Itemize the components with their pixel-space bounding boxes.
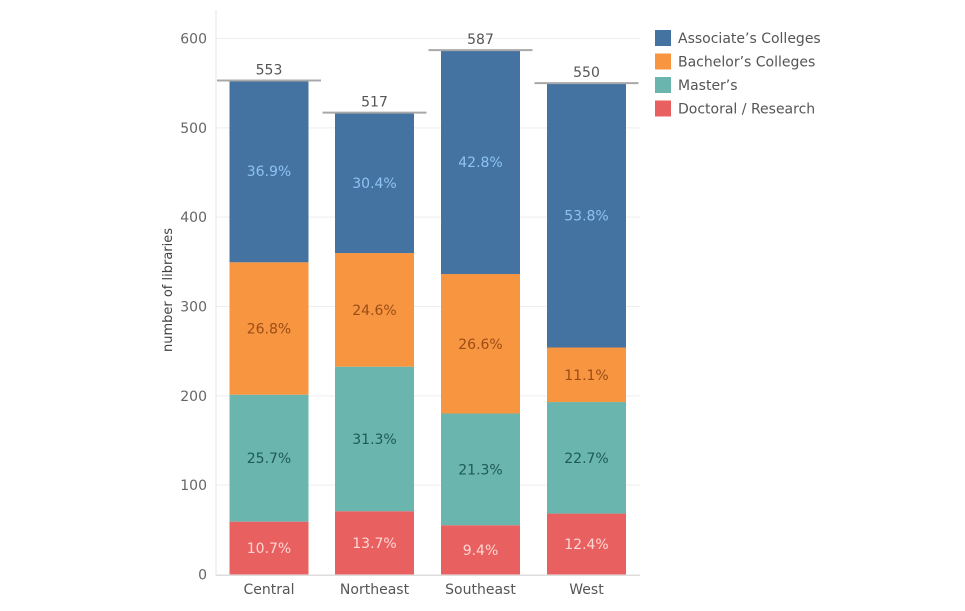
legend-label: Master’s (678, 78, 738, 94)
y-tick-label: 200 (180, 389, 207, 405)
segment-label: 11.1% (564, 368, 608, 384)
total-label: 587 (467, 32, 494, 48)
legend-swatch (655, 100, 671, 117)
bars: 10.7% 25.7% 26.8% 36.9% 553 13.7% 31.3% 24.6% 30… (217, 32, 639, 575)
segment-label: 12.4% (564, 537, 608, 553)
y-tick-label: 100 (180, 478, 207, 494)
y-tick-label: 600 (180, 32, 207, 48)
bar-segment (441, 49, 520, 275)
bar-segment (229, 521, 309, 575)
bar-segment (335, 366, 414, 512)
segment-label: 26.8% (247, 321, 291, 337)
total-label: 550 (573, 65, 600, 81)
legend-swatch (655, 53, 671, 70)
segment-label: 53.8% (564, 208, 608, 224)
x-axis: Central Northeast Southeast West (244, 582, 605, 598)
segment-label: 24.6% (352, 303, 396, 319)
bar-segment (335, 112, 414, 254)
x-tick-label: West (569, 582, 604, 598)
y-tick-label: 500 (180, 121, 207, 137)
y-axis: 0 100 200 300 400 500 600 (180, 10, 640, 584)
segment-label: 21.3% (458, 462, 502, 478)
y-tick-label: 300 (180, 300, 207, 316)
y-tick-label: 400 (180, 210, 207, 226)
legend-label: Associate’s Colleges (678, 31, 821, 47)
bar-segment (441, 274, 520, 414)
legend-swatch (655, 30, 671, 46)
segment-label: 42.8% (458, 155, 502, 171)
x-tick-label: Northeast (340, 582, 410, 598)
legend-swatch (655, 77, 671, 93)
segment-label: 31.3% (352, 432, 396, 448)
bar-segment (547, 513, 626, 575)
segment-label: 25.7% (247, 451, 291, 467)
legend-label: Doctoral / Research (678, 102, 815, 118)
x-tick-label: Southeast (445, 582, 516, 598)
segment-label: 13.7% (352, 536, 396, 552)
legend: Associate’s Colleges Bachelor’s Colleges M… (655, 30, 821, 118)
bar-segment (441, 413, 520, 526)
bar-segment (547, 83, 626, 348)
segment-label: 22.7% (564, 451, 608, 467)
y-tick-label: 0 (198, 568, 207, 584)
total-label: 553 (256, 62, 283, 78)
bar-segment (547, 347, 626, 403)
bar-segment (229, 262, 309, 395)
bar-segment (335, 511, 414, 575)
segment-label: 9.4% (463, 543, 499, 559)
bar-segment (441, 525, 520, 575)
segment-label: 26.6% (458, 337, 502, 353)
y-axis-label: number of libraries (161, 228, 176, 352)
segment-label: 30.4% (352, 176, 396, 192)
segment-label: 10.7% (247, 541, 291, 557)
x-tick-label: Central (244, 582, 295, 598)
bar-segment (547, 402, 626, 514)
bar-segment (229, 394, 309, 522)
segment-label: 36.9% (247, 164, 291, 180)
legend-label: Bachelor’s Colleges (678, 55, 815, 71)
total-label: 517 (361, 95, 388, 111)
bar-segment (335, 253, 414, 367)
bar-segment (229, 79, 309, 263)
